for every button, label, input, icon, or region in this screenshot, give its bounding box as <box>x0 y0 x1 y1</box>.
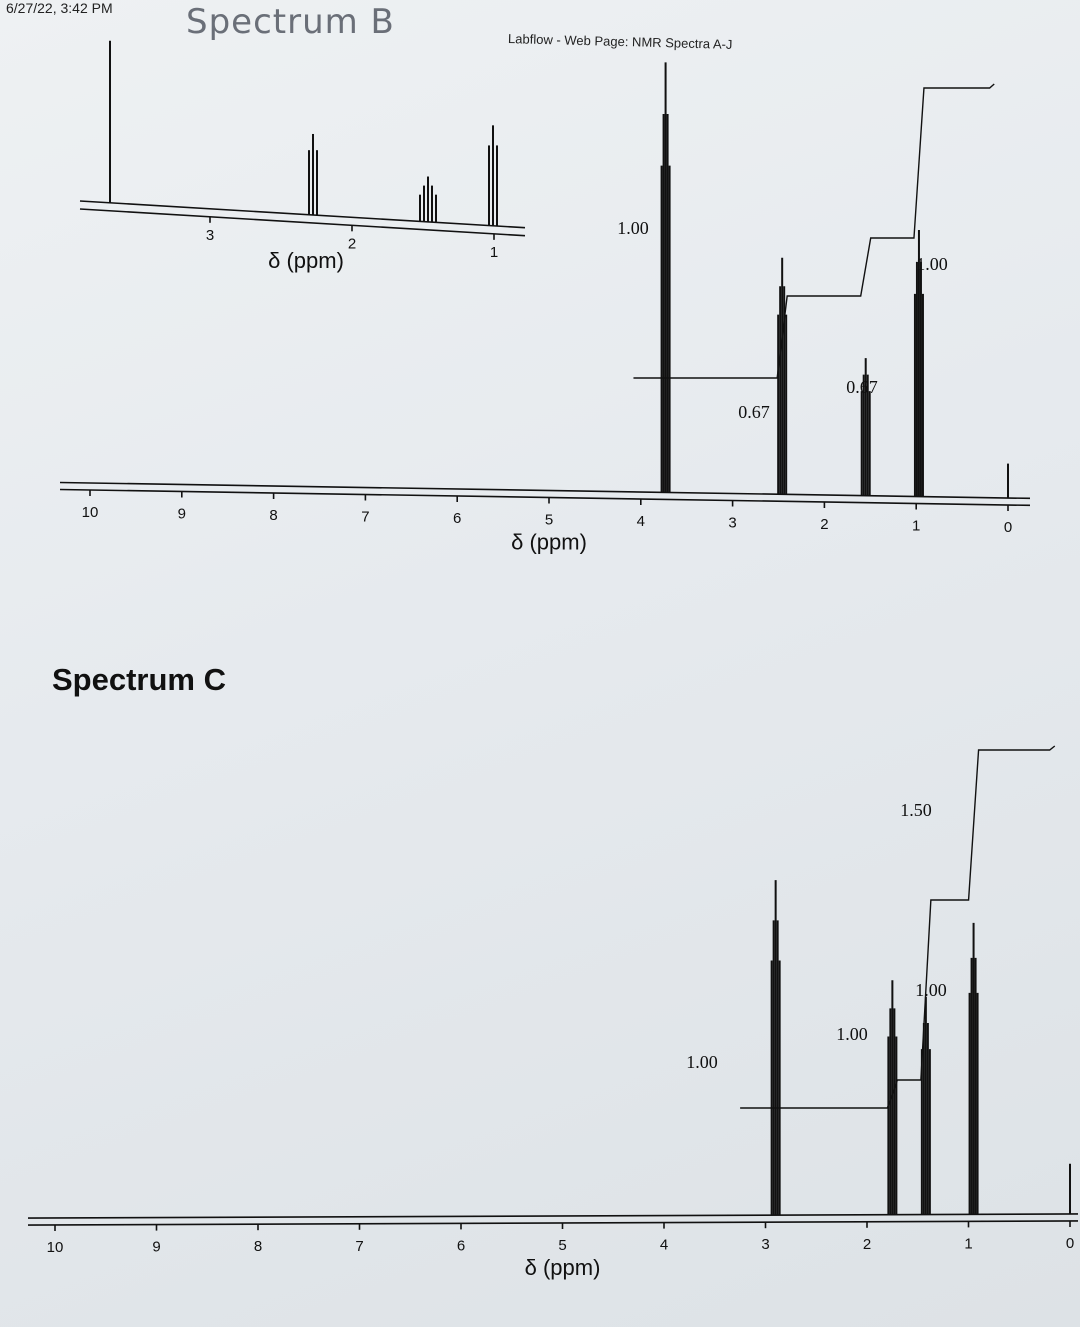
spectrum-c-tick-label: 3 <box>761 1236 769 1253</box>
spectrum-c-title: Spectrum C <box>52 662 226 697</box>
spectrum-c-tick-label: 9 <box>152 1239 160 1256</box>
spectrum-c-tick-label: 2 <box>863 1236 871 1253</box>
spectrum-b-tick-label: 8 <box>269 507 277 524</box>
spectrum-b-integration-curve <box>633 83 995 379</box>
spectrum-c-tick-label: 4 <box>660 1237 668 1254</box>
spectrum-b-tick-label: 10 <box>82 504 99 521</box>
spectrum-b-x-axis-label: δ (ppm) <box>511 530 587 555</box>
spectrum-c-tick-label: 5 <box>558 1237 566 1254</box>
spectrum-b-integration-label: 1.00 <box>617 218 649 238</box>
spectrum-c-tick-label: 0 <box>1066 1235 1074 1252</box>
spectrum-b-tick-label: 3 <box>728 515 736 532</box>
spectrum-c-tick-label: 1 <box>964 1235 972 1252</box>
spectrum-b-tick-label: 7 <box>361 509 369 526</box>
spectrum-b-baseline <box>59 481 1031 500</box>
handwritten-title: Spectrum B <box>186 2 395 42</box>
inset-baseline <box>79 200 526 229</box>
spectrum-b-tick-label: 0 <box>1004 519 1012 536</box>
spectrum-b-tick-label: 2 <box>820 516 828 533</box>
spectrum-b-tick-label: 4 <box>637 513 645 530</box>
spectrum-c-axis-line <box>27 1220 1079 1226</box>
spectrum-c-integration-label: 1.00 <box>836 1024 868 1044</box>
spectrum-b-tick-label: 5 <box>545 512 553 529</box>
inset-tick-label: 3 <box>206 227 214 244</box>
spectrum-b-tick-label: 9 <box>178 506 186 523</box>
inset-axis-line <box>79 208 526 237</box>
spectrum-b-tick-label: 6 <box>453 510 461 527</box>
spectrum-b-integration-label: 0.67 <box>738 402 770 422</box>
spectrum-c-x-axis-label: δ (ppm) <box>525 1255 601 1280</box>
spectrum-b-tick-label: 1 <box>912 518 920 535</box>
spectrum-c-integration-curve <box>740 745 1056 1109</box>
spectrum-c-tick-label: 8 <box>254 1238 262 1255</box>
spectrum-b-integration-label: 1.00 <box>916 254 948 274</box>
spectrum-c-baseline <box>27 1213 1079 1219</box>
spectrum-b-integration-label: 0.67 <box>846 377 878 397</box>
spectrum-c-tick-label: 6 <box>457 1237 465 1254</box>
inset-tick-label: 1 <box>490 244 498 261</box>
spectrum-b-axis-line <box>59 488 1031 507</box>
inset-tick-label: 2 <box>348 235 356 252</box>
spectrum-c-tick-label: 7 <box>355 1238 363 1255</box>
spectrum-c-integration-label: 1.50 <box>900 800 932 820</box>
timestamp: 6/27/22, 3:42 PM <box>6 0 113 16</box>
spectrum-b-chart: 10 9 8 7 6 5 4 3 2 1 0δ (ppm)1.000.670.671.00321δ … <box>59 40 1031 555</box>
inset-x-axis-label: δ (ppm) <box>268 248 344 273</box>
spectrum-c-integration-label: 1.00 <box>915 980 947 1000</box>
spectrum-c-tick-label: 10 <box>47 1239 64 1256</box>
spectrum-c-integration-label: 1.00 <box>686 1052 718 1072</box>
